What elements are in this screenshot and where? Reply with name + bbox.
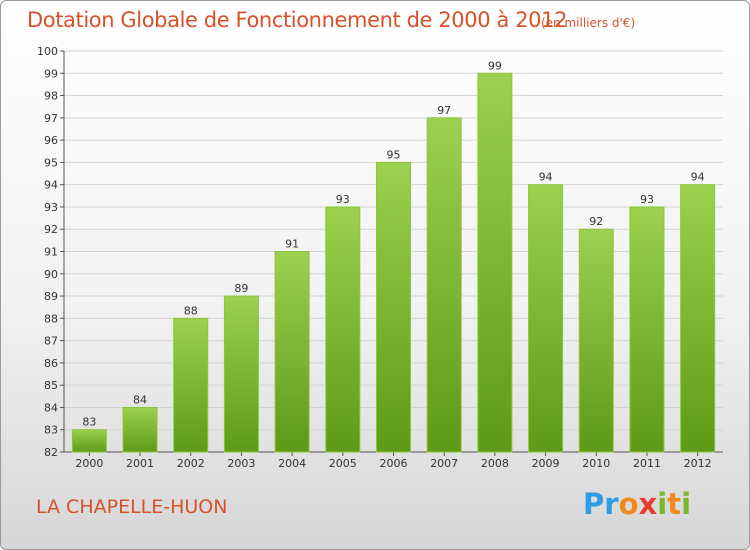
x-tick-label-2001: 2001 [126,457,154,470]
x-tick-label-2005: 2005 [329,457,357,470]
y-tick-label: 95 [44,156,58,169]
y-tick-label: 91 [44,246,58,259]
value-label-2006: 95 [387,148,401,161]
value-label-2004: 91 [285,238,299,251]
y-tick-label: 94 [44,179,58,192]
y-tick-label: 86 [44,357,58,370]
y-tick-label: 93 [44,201,58,214]
y-tick-label: 97 [44,112,58,125]
bar-2010 [578,228,614,453]
bar-2000 [71,429,107,453]
x-tick-label-2008: 2008 [481,457,509,470]
commune-name: LA CHAPELLE-HUON [36,496,228,518]
bar-2008 [477,72,513,453]
x-tick-label-2011: 2011 [633,457,661,470]
labels: 83 84 88 89 91 93 95 97 99 94 92 93 94 [82,59,704,428]
chart-subtitle: (en milliers d'€) [541,16,636,30]
x-tick-label-2003: 2003 [227,457,255,470]
x-tick-label-2000: 2000 [75,457,103,470]
bar-2004 [274,251,310,453]
value-label-2000: 83 [82,416,96,429]
y-tick-label: 98 [44,90,58,103]
x-tick-label-2009: 2009 [532,457,560,470]
bar-2002 [173,317,209,453]
chart-title: Dotation Globale de Fonctionnement de 20… [27,8,568,32]
y-tick-label: 90 [44,268,58,281]
proxiti-logo[interactable]: Proxiti [583,487,692,521]
bar-2006 [376,161,411,453]
value-label-2011: 93 [640,193,654,206]
value-label-2003: 89 [234,282,248,295]
bar-2005 [325,206,361,453]
value-label-2002: 88 [184,304,198,317]
x-tick-label-2002: 2002 [177,457,205,470]
y-tick-label: 96 [44,134,58,147]
y-tick-label: 85 [44,379,58,392]
y-tick-label: 83 [44,424,58,437]
value-label-2009: 94 [539,171,553,184]
x-tick-label-2006: 2006 [380,457,408,470]
bar-2007 [426,117,462,453]
y-tick-label: 100 [37,45,58,58]
value-label-2005: 93 [336,193,350,206]
y-tick-label: 87 [44,335,58,348]
x-tick-label-2010: 2010 [582,457,610,470]
x-tick-label-2004: 2004 [278,457,306,470]
value-label-2010: 92 [589,215,603,228]
x-tick-label-2007: 2007 [430,457,458,470]
y-tick-label: 89 [44,290,58,303]
bar-2003 [223,295,259,453]
y-tick-label: 92 [44,223,58,236]
x-tick-label-2012: 2012 [684,457,712,470]
bar-2009 [528,184,564,453]
bar-2011 [629,206,665,453]
value-label-2008: 99 [488,59,502,72]
bars [71,72,716,453]
bar-2012 [680,184,716,453]
axes: 82 83 84 85 86 87 88 89 90 91 92 93 94 95 96 97 98 99 100 2… [37,45,723,470]
value-label-2012: 94 [691,171,705,184]
y-tick-label: 99 [44,67,58,80]
y-tick-label: 84 [44,401,58,414]
y-tick-label: 88 [44,312,58,325]
bar-2001 [122,406,158,453]
value-label-2007: 97 [437,104,451,117]
value-label-2001: 84 [133,393,147,406]
y-tick-label: 82 [44,446,58,459]
